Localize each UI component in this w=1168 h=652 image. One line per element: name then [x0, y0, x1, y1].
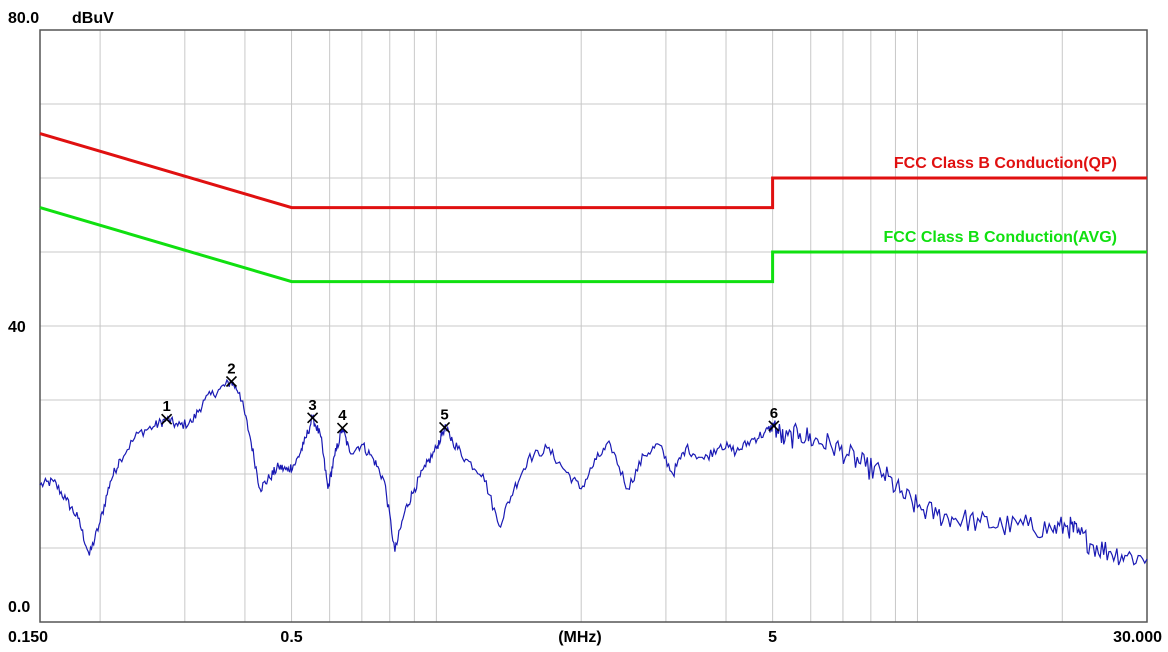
grid	[40, 30, 1147, 622]
x-unit-label: (MHz)	[558, 629, 602, 646]
peak-marker: 2	[225, 361, 238, 388]
x-tick-label: 0.5	[280, 629, 302, 646]
marker-cross	[307, 412, 319, 424]
y-unit-label: dBuV	[72, 10, 114, 27]
limit-lines	[39, 132, 1147, 284]
marker-label: 2	[227, 361, 235, 378]
x-tick-label: 0.150	[8, 629, 48, 646]
limit-legend: FCC Class B Conduction(QP) FCC Class B Co…	[884, 155, 1117, 246]
marker-label: 5	[440, 406, 448, 423]
limit-line	[39, 132, 1147, 210]
x-tick-label: 5	[768, 629, 777, 646]
limit-label: FCC Class B Conduction(AVG)	[884, 229, 1117, 246]
peak-marker: 4	[336, 407, 349, 434]
series-line	[39, 378, 1148, 566]
marker-label: 3	[308, 397, 316, 414]
peak-marker: 1	[161, 398, 173, 425]
marker-cross	[439, 421, 451, 433]
y-tick-label: 80.0	[8, 10, 39, 27]
marker-cross	[768, 420, 780, 432]
axis-labels: dBuV (MHz) 0.150 0.5 5 30.000 80.0 40 0.0	[8, 10, 1162, 646]
peak-marker: 6	[768, 405, 780, 432]
plot-frame	[39, 29, 1148, 623]
peak-markers: 1 2 3 4 5 6	[161, 361, 780, 434]
measurement-trace	[39, 378, 1148, 566]
marker-cross	[225, 375, 238, 388]
marker-label: 4	[338, 407, 347, 424]
peak-marker: 3	[307, 397, 319, 424]
y-tick-label: 0.0	[8, 599, 30, 616]
y-tick-label: 40	[8, 319, 26, 336]
marker-label: 6	[770, 405, 778, 422]
peak-marker: 5	[439, 406, 451, 433]
marker-cross	[336, 422, 349, 434]
limit-line	[39, 206, 1147, 284]
marker-label: 1	[162, 398, 170, 415]
limit-label: FCC Class B Conduction(QP)	[894, 155, 1117, 172]
x-tick-label: 30.000	[1113, 629, 1162, 646]
marker-cross	[161, 413, 173, 425]
